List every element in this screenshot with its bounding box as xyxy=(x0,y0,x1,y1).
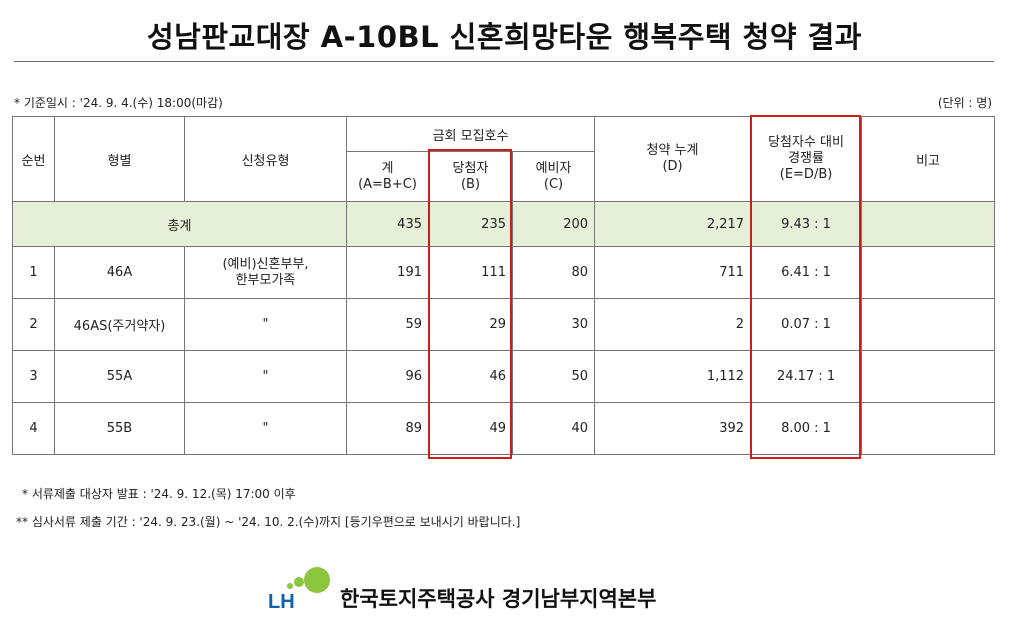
row-ratio: 8.00 : 1 xyxy=(750,402,863,455)
note-submission-period: ** 심사서류 제출 기간 : '24. 9. 23.(월) ~ '24. 10… xyxy=(16,515,521,529)
header-reserve-code: (C) xyxy=(543,176,564,192)
row-seq: 2 xyxy=(12,298,55,351)
total-winners: 235 xyxy=(428,201,513,247)
row-total: 89 xyxy=(346,402,429,455)
total-ratio: 9.43 : 1 xyxy=(750,201,863,247)
row-cumulative: 1,112 xyxy=(594,350,752,403)
header-total-formula: (A=B+C) xyxy=(358,176,417,192)
row-winners: 46 xyxy=(428,350,513,403)
row-cumulative: 392 xyxy=(594,402,752,455)
row-apply-type: " xyxy=(184,402,347,455)
header-cumulative: 청약 누계 (D) xyxy=(594,116,752,202)
row-reserve: 50 xyxy=(511,350,596,403)
row-total: 59 xyxy=(346,298,429,351)
row-remarks xyxy=(861,402,996,455)
table-row: 4 55B " 89 49 40 392 8.00 : 1 xyxy=(12,402,996,455)
row-cumulative: 2 xyxy=(594,298,752,351)
unit-label: (단위 : 명) xyxy=(937,96,992,110)
header-reserve-label: 예비자 xyxy=(535,160,572,176)
row-winners: 29 xyxy=(428,298,513,351)
header-winners: 당첨자 (B) xyxy=(428,151,513,202)
row-total: 191 xyxy=(346,246,429,299)
table-row: 1 46A (예비)신혼부부, 한부모가족 191 111 80 711 6.4… xyxy=(12,246,996,299)
row-reserve: 80 xyxy=(511,246,596,299)
row-remarks xyxy=(861,350,996,403)
table-row: 3 55A " 96 46 50 1,112 24.17 : 1 xyxy=(12,350,996,403)
lh-logo: LH xyxy=(268,565,338,617)
total-remarks xyxy=(861,201,996,247)
header-type: 형별 xyxy=(54,116,185,202)
header-remarks: 비고 xyxy=(861,116,996,202)
header-ratio: 당첨자수 대비 경쟁률 (E=D/B) xyxy=(750,116,863,202)
header-seq: 순번 xyxy=(12,116,55,202)
header-cumulative-code: (D) xyxy=(662,159,683,174)
row-remarks xyxy=(861,298,996,351)
org-name: 한국토지주택공사 경기남부지역본부 xyxy=(340,587,657,611)
basis-date: * 기준일시 : '24. 9. 4.(수) 18:00(마감) xyxy=(14,96,223,110)
total-row: 총계 435 235 200 2,217 9.43 : 1 xyxy=(12,201,996,247)
row-seq: 4 xyxy=(12,402,55,455)
total-label: 총계 xyxy=(12,201,347,247)
header-cumulative-label: 청약 누계 xyxy=(646,143,699,158)
results-table: 순번 형별 신청유형 금회 모집호수 청약 누계 (D) 당첨자수 대비 경쟁률… xyxy=(12,116,996,455)
row-reserve: 40 xyxy=(511,402,596,455)
row-apply-type-line1: (예비)신혼부부, xyxy=(222,256,309,272)
row-apply-type: " xyxy=(184,298,347,351)
row-ratio: 24.17 : 1 xyxy=(750,350,863,403)
header-recruit-group: 금회 모집호수 xyxy=(345,116,596,152)
header-ratio-formula: (E=D/B) xyxy=(779,167,833,182)
header-apply-type: 신청유형 xyxy=(184,116,347,202)
row-type: 55A xyxy=(54,350,185,403)
row-reserve: 30 xyxy=(511,298,596,351)
row-winners: 49 xyxy=(428,402,513,455)
row-ratio: 6.41 : 1 xyxy=(750,246,863,299)
total-reserve: 200 xyxy=(511,201,596,247)
row-seq: 1 xyxy=(12,246,55,299)
header-total: 계 (A=B+C) xyxy=(346,151,429,202)
header-reserve: 예비자 (C) xyxy=(511,151,596,202)
document-title: 성남판교대장 A-10BL 신혼희망타운 행복주택 청약 결과 xyxy=(146,20,862,54)
header-ratio-line1: 당첨자수 대비 xyxy=(768,135,844,150)
row-apply-type-line2: 한부모가족 xyxy=(235,272,296,288)
row-type: 46AS(주거약자) xyxy=(54,298,185,351)
total-cumulative: 2,217 xyxy=(594,201,752,247)
title-divider xyxy=(14,61,994,62)
total-total: 435 xyxy=(346,201,429,247)
lh-logo-text: LH xyxy=(268,591,295,613)
header-total-label: 계 xyxy=(381,160,394,176)
row-type: 55B xyxy=(54,402,185,455)
row-apply-type: (예비)신혼부부, 한부모가족 xyxy=(184,246,347,299)
header-ratio-line2: 경쟁률 xyxy=(788,151,824,166)
row-ratio: 0.07 : 1 xyxy=(750,298,863,351)
row-cumulative: 711 xyxy=(594,246,752,299)
row-apply-type: " xyxy=(184,350,347,403)
header-winners-label: 당첨자 xyxy=(452,160,489,176)
lh-logo-icon xyxy=(287,567,330,593)
row-total: 96 xyxy=(346,350,429,403)
row-seq: 3 xyxy=(12,350,55,403)
row-type: 46A xyxy=(54,246,185,299)
note-document-announcement: * 서류제출 대상자 발표 : '24. 9. 12.(목) 17:00 이후 xyxy=(22,487,296,501)
row-winners: 111 xyxy=(428,246,513,299)
row-remarks xyxy=(861,246,996,299)
table-row: 2 46AS(주거약자) " 59 29 30 2 0.07 : 1 xyxy=(12,298,996,351)
header-winners-code: (B) xyxy=(460,176,481,192)
